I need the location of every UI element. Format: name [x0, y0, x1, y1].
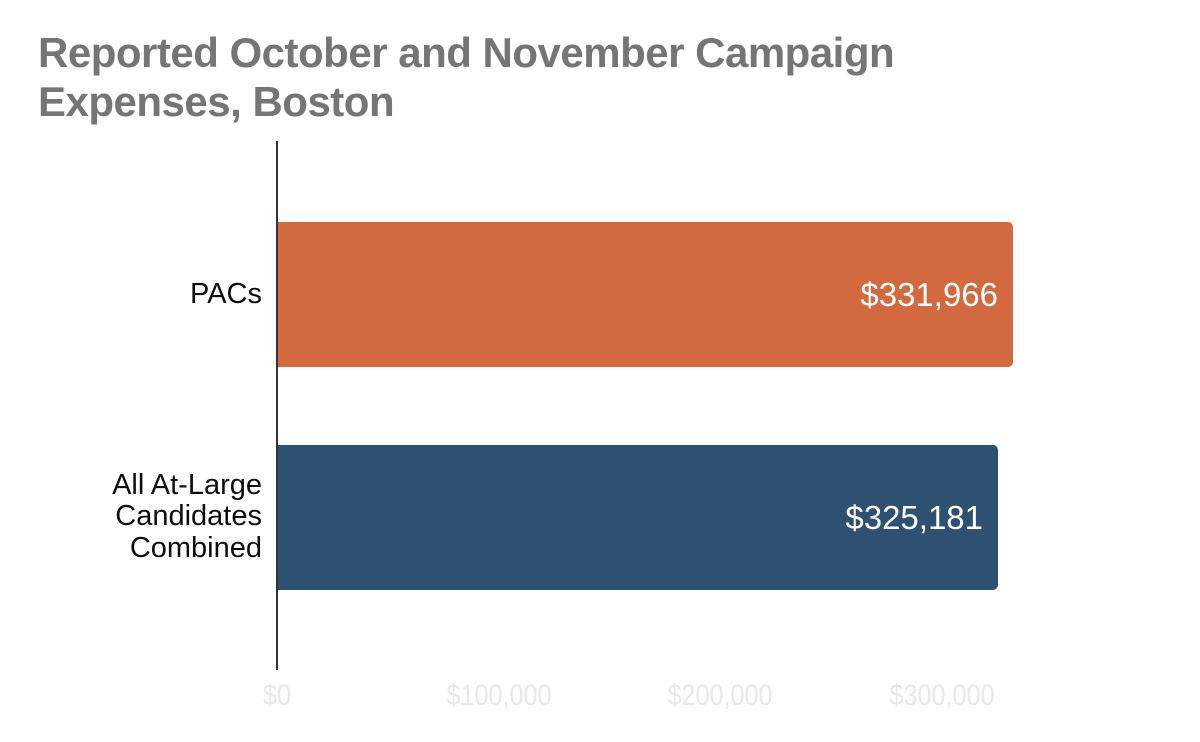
chart-title: Reported October and November Campaign E… — [38, 29, 895, 126]
bar: $325,181 — [278, 445, 998, 590]
x-tick-label: $200,000 — [667, 679, 773, 712]
bar-value-label: $325,181 — [845, 498, 983, 536]
x-tick-label: $0 — [262, 679, 292, 712]
category-label: All At-Large Candidates Combined — [112, 468, 262, 565]
bar-value-label: $331,966 — [860, 275, 998, 313]
bar: $331,966 — [278, 222, 1013, 367]
y-axis-line — [276, 141, 278, 670]
x-tick-label: $300,000 — [888, 679, 995, 712]
category-label: PACs — [190, 277, 262, 310]
x-tick-label: $100,000 — [445, 679, 552, 712]
